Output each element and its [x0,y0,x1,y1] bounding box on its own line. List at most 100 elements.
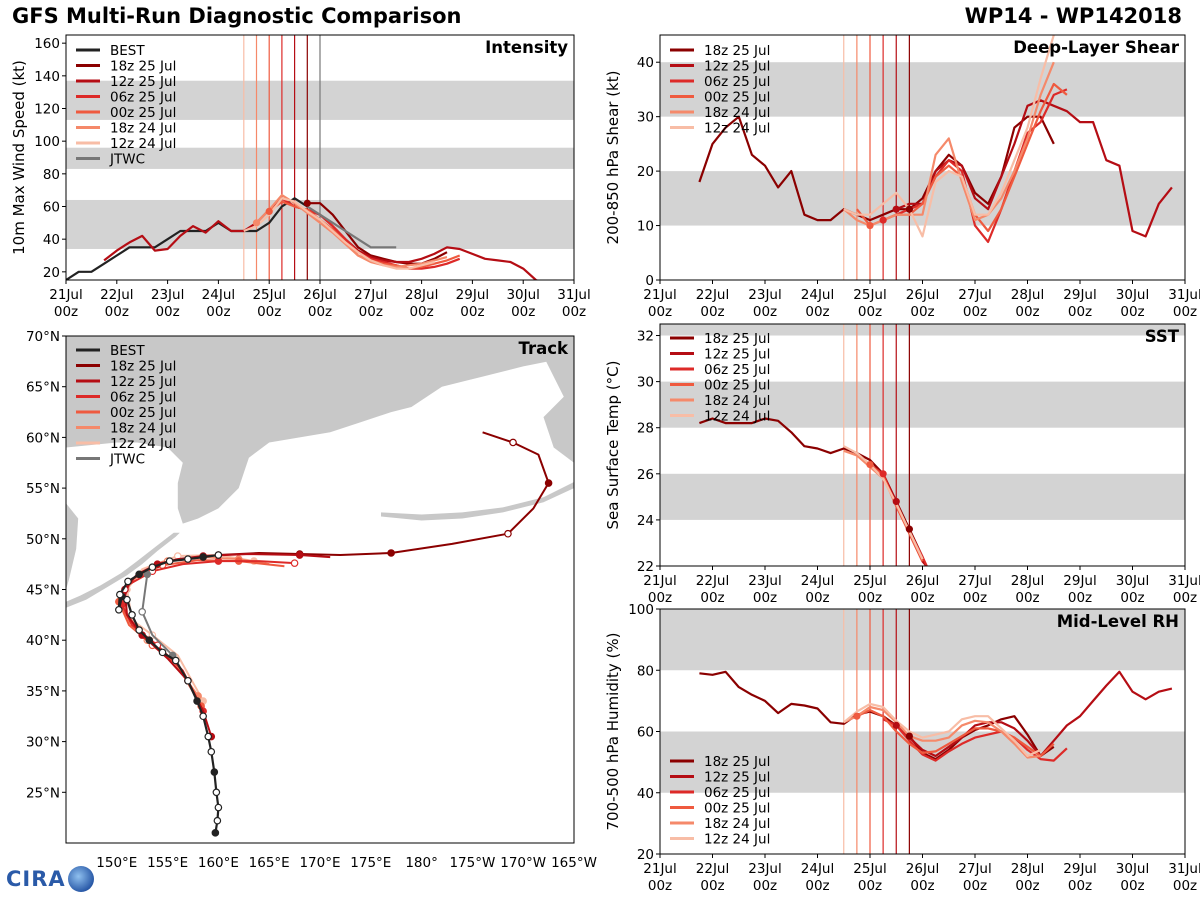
sst-xtick-sublabel: 00z [700,590,724,606]
intensity-xtick-label: 23Jul [151,287,184,303]
kuril-islands [66,532,180,608]
intensity-xtick-sublabel: 00z [308,304,332,320]
aleutian-islands [381,482,574,521]
sst-marker-06z-25-jul [879,470,887,478]
intensity-legend-label-18z-24-jul: 18z 24 Jul [110,121,176,137]
rh-series-12z-24-jul [843,702,1042,758]
rh-ytick-label: 80 [637,663,654,679]
track-title: Track [519,339,569,358]
intensity-legend-label-06z-25-jul: 06z 25 Jul [110,90,176,106]
sst-band-1 [660,381,1185,428]
shear-xtick-sublabel: 00z [1068,304,1092,320]
intensity-marker-00z-25-jul [265,207,273,215]
rh-xtick-sublabel: 00z [1068,878,1092,894]
track-point-best [199,712,207,721]
intensity-xtick-sublabel: 00z [359,304,383,320]
track-lon-label: 170°E [299,855,340,871]
rh-xtick-label: 27Jul [958,861,991,877]
sst-legend-label-06z-25-jul: 06z 25 Jul [704,362,770,378]
shear-legend-label-18z-25-jul: 18z 25 Jul [704,43,770,59]
rh-xtick-sublabel: 00z [1120,878,1144,894]
track-map: 25°N 30°N 35°N 40°N 45°N 50°N 55°N 60°N 65°N 70°N… [26,329,597,871]
intensity-xtick-sublabel: 00z [257,304,281,320]
track-lon-label: 175°E [350,855,391,871]
track-lon-label: 170°W [500,855,546,871]
shear-xtick-sublabel: 00z [858,304,882,320]
sst-xtick-sublabel: 00z [910,590,934,606]
alaska-landmass [543,336,574,463]
intensity-xtick-label: 29Jul [456,287,489,303]
shear-xtick-label: 26Jul [906,287,939,303]
sst-xtick-sublabel: 00z [1120,590,1144,606]
track-point-18z-25-jul [387,549,395,557]
sst-xtick-sublabel: 00z [805,590,829,606]
rh-legend-label-00z-25-jul: 00z 25 Jul [704,801,770,817]
rh-marker-18z-25-jul [905,732,913,740]
track-legend-label-18z-25-jul: 18z 25 Jul [110,359,176,375]
track-point-best [135,626,143,634]
shear-xtick-sublabel: 00z [700,304,724,320]
sst-legend-label-18z-25-jul: 18z 25 Jul [704,331,770,347]
sst-legend-label-00z-25-jul: 00z 25 Jul [704,378,770,394]
rh-ylabel: 700-500 hPa Humidity (%) [604,632,622,830]
rh-xtick-sublabel: 00z [1173,878,1197,894]
rh-chart: 2040608010021Jul00z22Jul00z23Jul00z24Jul… [604,602,1200,894]
shear-legend-label-12z-24-jul: 12z 24 Jul [704,121,770,137]
track-point-best [184,555,192,563]
rh-title: Mid-Level RH [1057,612,1179,631]
rh-xtick-sublabel: 00z [700,878,724,894]
shear-title: Deep-Layer Shear [1013,38,1180,57]
track-point-best [148,563,157,571]
sst-xtick-label: 31Jul [1168,573,1200,589]
track-point-best [193,697,201,705]
track-lat-label: 35°N [26,684,60,700]
intensity-ytick-label: 80 [43,167,60,183]
storm-id-title: WP14 - WP142018 [964,4,1182,28]
track-point-06z-25-jul [290,559,299,567]
intensity-xtick-label: 31Jul [557,287,590,303]
shear-xtick-label: 24Jul [801,287,834,303]
intensity-marker-18z-25-jul [303,199,311,207]
intensity-legend-label-best: BEST [110,43,145,59]
sst-ylabel: Sea Surface Temp (°C) [604,360,622,529]
intensity-title: Intensity [485,38,568,57]
sst-xtick-label: 27Jul [958,573,991,589]
intensity-ylabel: 10m Max Wind Speed (kt) [10,60,28,255]
rh-legend-label-06z-25-jul: 06z 25 Jul [704,785,770,801]
rh-ytick-label: 40 [637,786,654,802]
shear-xtick-sublabel: 00z [910,304,934,320]
intensity-ytick-label: 20 [43,265,60,281]
shear-xtick-label: 25Jul [853,287,886,303]
track-point-best [124,577,132,586]
shear-band-1 [660,62,1185,117]
intensity-xtick-sublabel: 00z [54,304,78,320]
sst-ytick-label: 26 [637,467,654,483]
sst-band-2 [660,324,1185,336]
track-point-best [165,557,174,565]
track-point-best [214,551,223,559]
track-legend-label-00z-25-jul: 00z 25 Jul [110,405,176,421]
track-point-best [115,605,123,614]
rh-ytick-label: 60 [637,725,654,741]
track-point-best [204,732,213,741]
intensity-legend-label-12z-24-jul: 12z 24 Jul [110,136,176,152]
sst-xtick-label: 25Jul [853,573,886,589]
track-point-best [214,803,223,812]
track-lon-label: 150°E [96,855,137,871]
shear-series-06z-25-jul [882,88,1068,243]
shear-xtick-sublabel: 00z [753,304,777,320]
shear-xtick-label: 28Jul [1011,287,1044,303]
rh-xtick-label: 23Jul [748,861,781,877]
intensity-xtick-label: 21Jul [49,287,82,303]
intensity-xtick-sublabel: 00z [206,304,230,320]
intensity-xtick-label: 26Jul [303,287,336,303]
track-point-best [116,590,124,599]
sst-xtick-label: 22Jul [696,573,729,589]
sst-xtick-label: 23Jul [748,573,781,589]
track-lat-label: 45°N [26,583,60,599]
rh-xtick-sublabel: 00z [753,878,777,894]
intensity-xtick-sublabel: 00z [460,304,484,320]
track-lat-label: 60°N [26,430,60,446]
track-legend-label-18z-24-jul: 18z 24 Jul [110,421,176,437]
intensity-xtick-label: 25Jul [252,287,285,303]
